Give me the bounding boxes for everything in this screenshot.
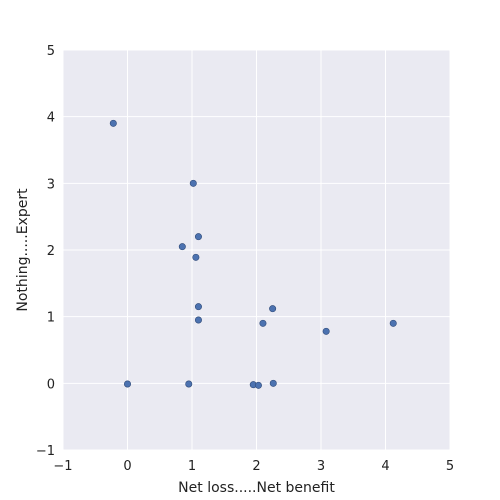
y-tick-label: 4 — [47, 111, 55, 126]
y-tick-label: 3 — [47, 177, 55, 192]
x-tick-label: 3 — [317, 459, 325, 474]
data-point — [194, 233, 202, 241]
data-points — [109, 119, 397, 389]
x-tick-label: −1 — [53, 459, 72, 474]
x-tick-label: 2 — [252, 459, 260, 474]
y-axis-ticks: −1 0 1 2 3 4 5 — [36, 44, 55, 459]
y-tick-label: −1 — [36, 444, 55, 459]
y-tick-label: 0 — [47, 377, 55, 392]
data-point — [189, 179, 197, 187]
data-point — [269, 305, 277, 313]
x-axis-ticks: −1 0 1 2 3 4 5 — [53, 459, 454, 474]
y-tick-label: 5 — [47, 44, 55, 59]
data-point — [254, 381, 262, 389]
x-tick-label: 4 — [381, 459, 389, 474]
data-point — [322, 327, 330, 335]
data-point — [269, 379, 277, 387]
data-point — [178, 243, 186, 251]
x-tick-label: 0 — [123, 459, 131, 474]
data-point — [259, 319, 267, 327]
data-point — [194, 303, 202, 311]
x-tick-label: 5 — [446, 459, 454, 474]
x-tick-label: 1 — [188, 459, 196, 474]
data-point — [185, 380, 193, 388]
data-point — [124, 380, 132, 388]
y-axis-label: Nothing.....Expert — [15, 188, 31, 312]
y-tick-label: 1 — [47, 311, 55, 326]
x-axis-label: Net loss.....Net benefit — [178, 480, 335, 496]
data-point — [194, 316, 202, 324]
data-point — [109, 119, 117, 127]
data-point — [192, 253, 200, 261]
data-point — [389, 319, 397, 327]
y-tick-label: 2 — [47, 244, 55, 259]
